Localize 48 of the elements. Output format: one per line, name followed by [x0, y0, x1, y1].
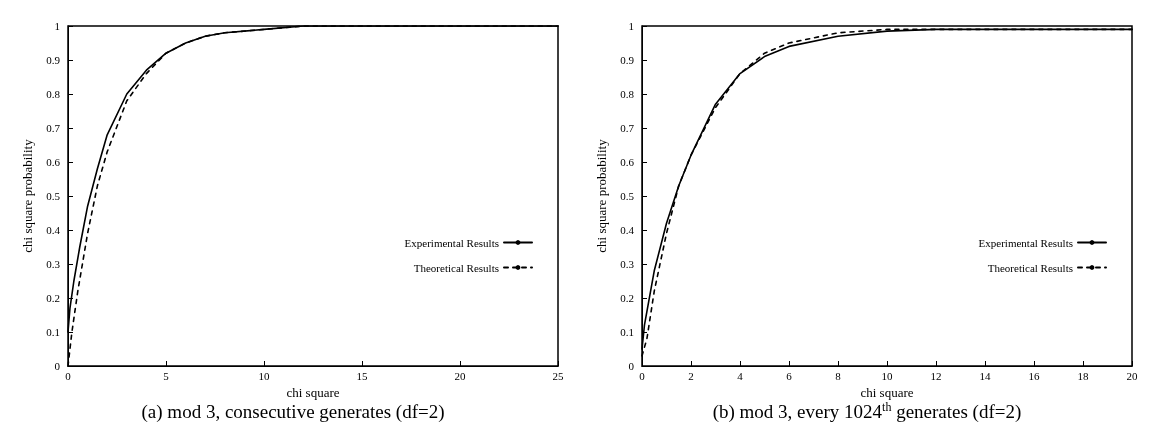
x-tick-label: 0 [65, 369, 72, 382]
x-tick-label: 12 [930, 369, 942, 382]
legend-label: Theoretical Results [987, 261, 1073, 274]
y-tick-label: 0.2 [620, 292, 634, 304]
y-tick-label: 0.7 [46, 122, 61, 134]
x-axis-title: chi square [860, 384, 914, 400]
x-tick-label: 20 [454, 369, 466, 382]
x-tick-label: 10 [881, 369, 893, 382]
y-tick-label: 0.8 [620, 88, 635, 100]
y-tick-label: 0.7 [620, 122, 635, 134]
y-tick-label: 0 [628, 360, 635, 372]
x-tick-label: 6 [786, 369, 793, 382]
y-tick-label: 0.8 [46, 88, 61, 100]
x-tick-label: 8 [835, 369, 842, 382]
x-tick-label: 25 [552, 369, 564, 382]
y-tick-label: 0.6 [46, 156, 61, 168]
y-tick-label: 0.4 [620, 224, 635, 236]
y-tick-label: 0.9 [46, 54, 61, 66]
x-axis-title: chi square [286, 384, 340, 400]
y-tick-label: 0.2 [46, 292, 60, 304]
y-tick-label: 0.5 [620, 190, 635, 202]
x-tick-label: 10 [258, 369, 270, 382]
x-tick-label: 4 [737, 369, 744, 382]
y-tick-label: 0.9 [620, 54, 635, 66]
legend-label: Theoretical Results [413, 261, 499, 274]
y-tick-label: 0.1 [46, 326, 60, 338]
legend-label: Experimental Results [404, 236, 499, 249]
x-tick-label: 16 [1028, 369, 1040, 382]
y-tick-label: 0.1 [620, 326, 634, 338]
y-tick-label: 0.6 [620, 156, 635, 168]
y-tick-label: 0.3 [46, 258, 61, 270]
y-axis-title: chi square probability [20, 138, 35, 253]
y-tick-label: 1 [54, 20, 60, 32]
x-tick-label: 5 [163, 369, 170, 382]
text: (a) mod 3, consecutive generates (df=2) [141, 401, 445, 423]
y-tick-label: 0 [54, 360, 61, 372]
x-tick-label: 18 [1077, 369, 1089, 382]
y-tick-label: 1 [628, 20, 634, 32]
x-tick-label: 15 [356, 369, 368, 382]
x-tick-label: 0 [639, 369, 646, 382]
y-tick-label: 0.4 [46, 224, 61, 236]
y-tick-label: 0.3 [620, 258, 635, 270]
x-tick-label: 20 [1126, 369, 1138, 382]
x-tick-label: 14 [979, 369, 991, 382]
y-axis-title: chi square probability [594, 138, 609, 253]
legend-label: Experimental Results [978, 236, 1073, 249]
x-tick-label: 2 [688, 369, 694, 382]
y-tick-label: 0.5 [46, 190, 61, 202]
